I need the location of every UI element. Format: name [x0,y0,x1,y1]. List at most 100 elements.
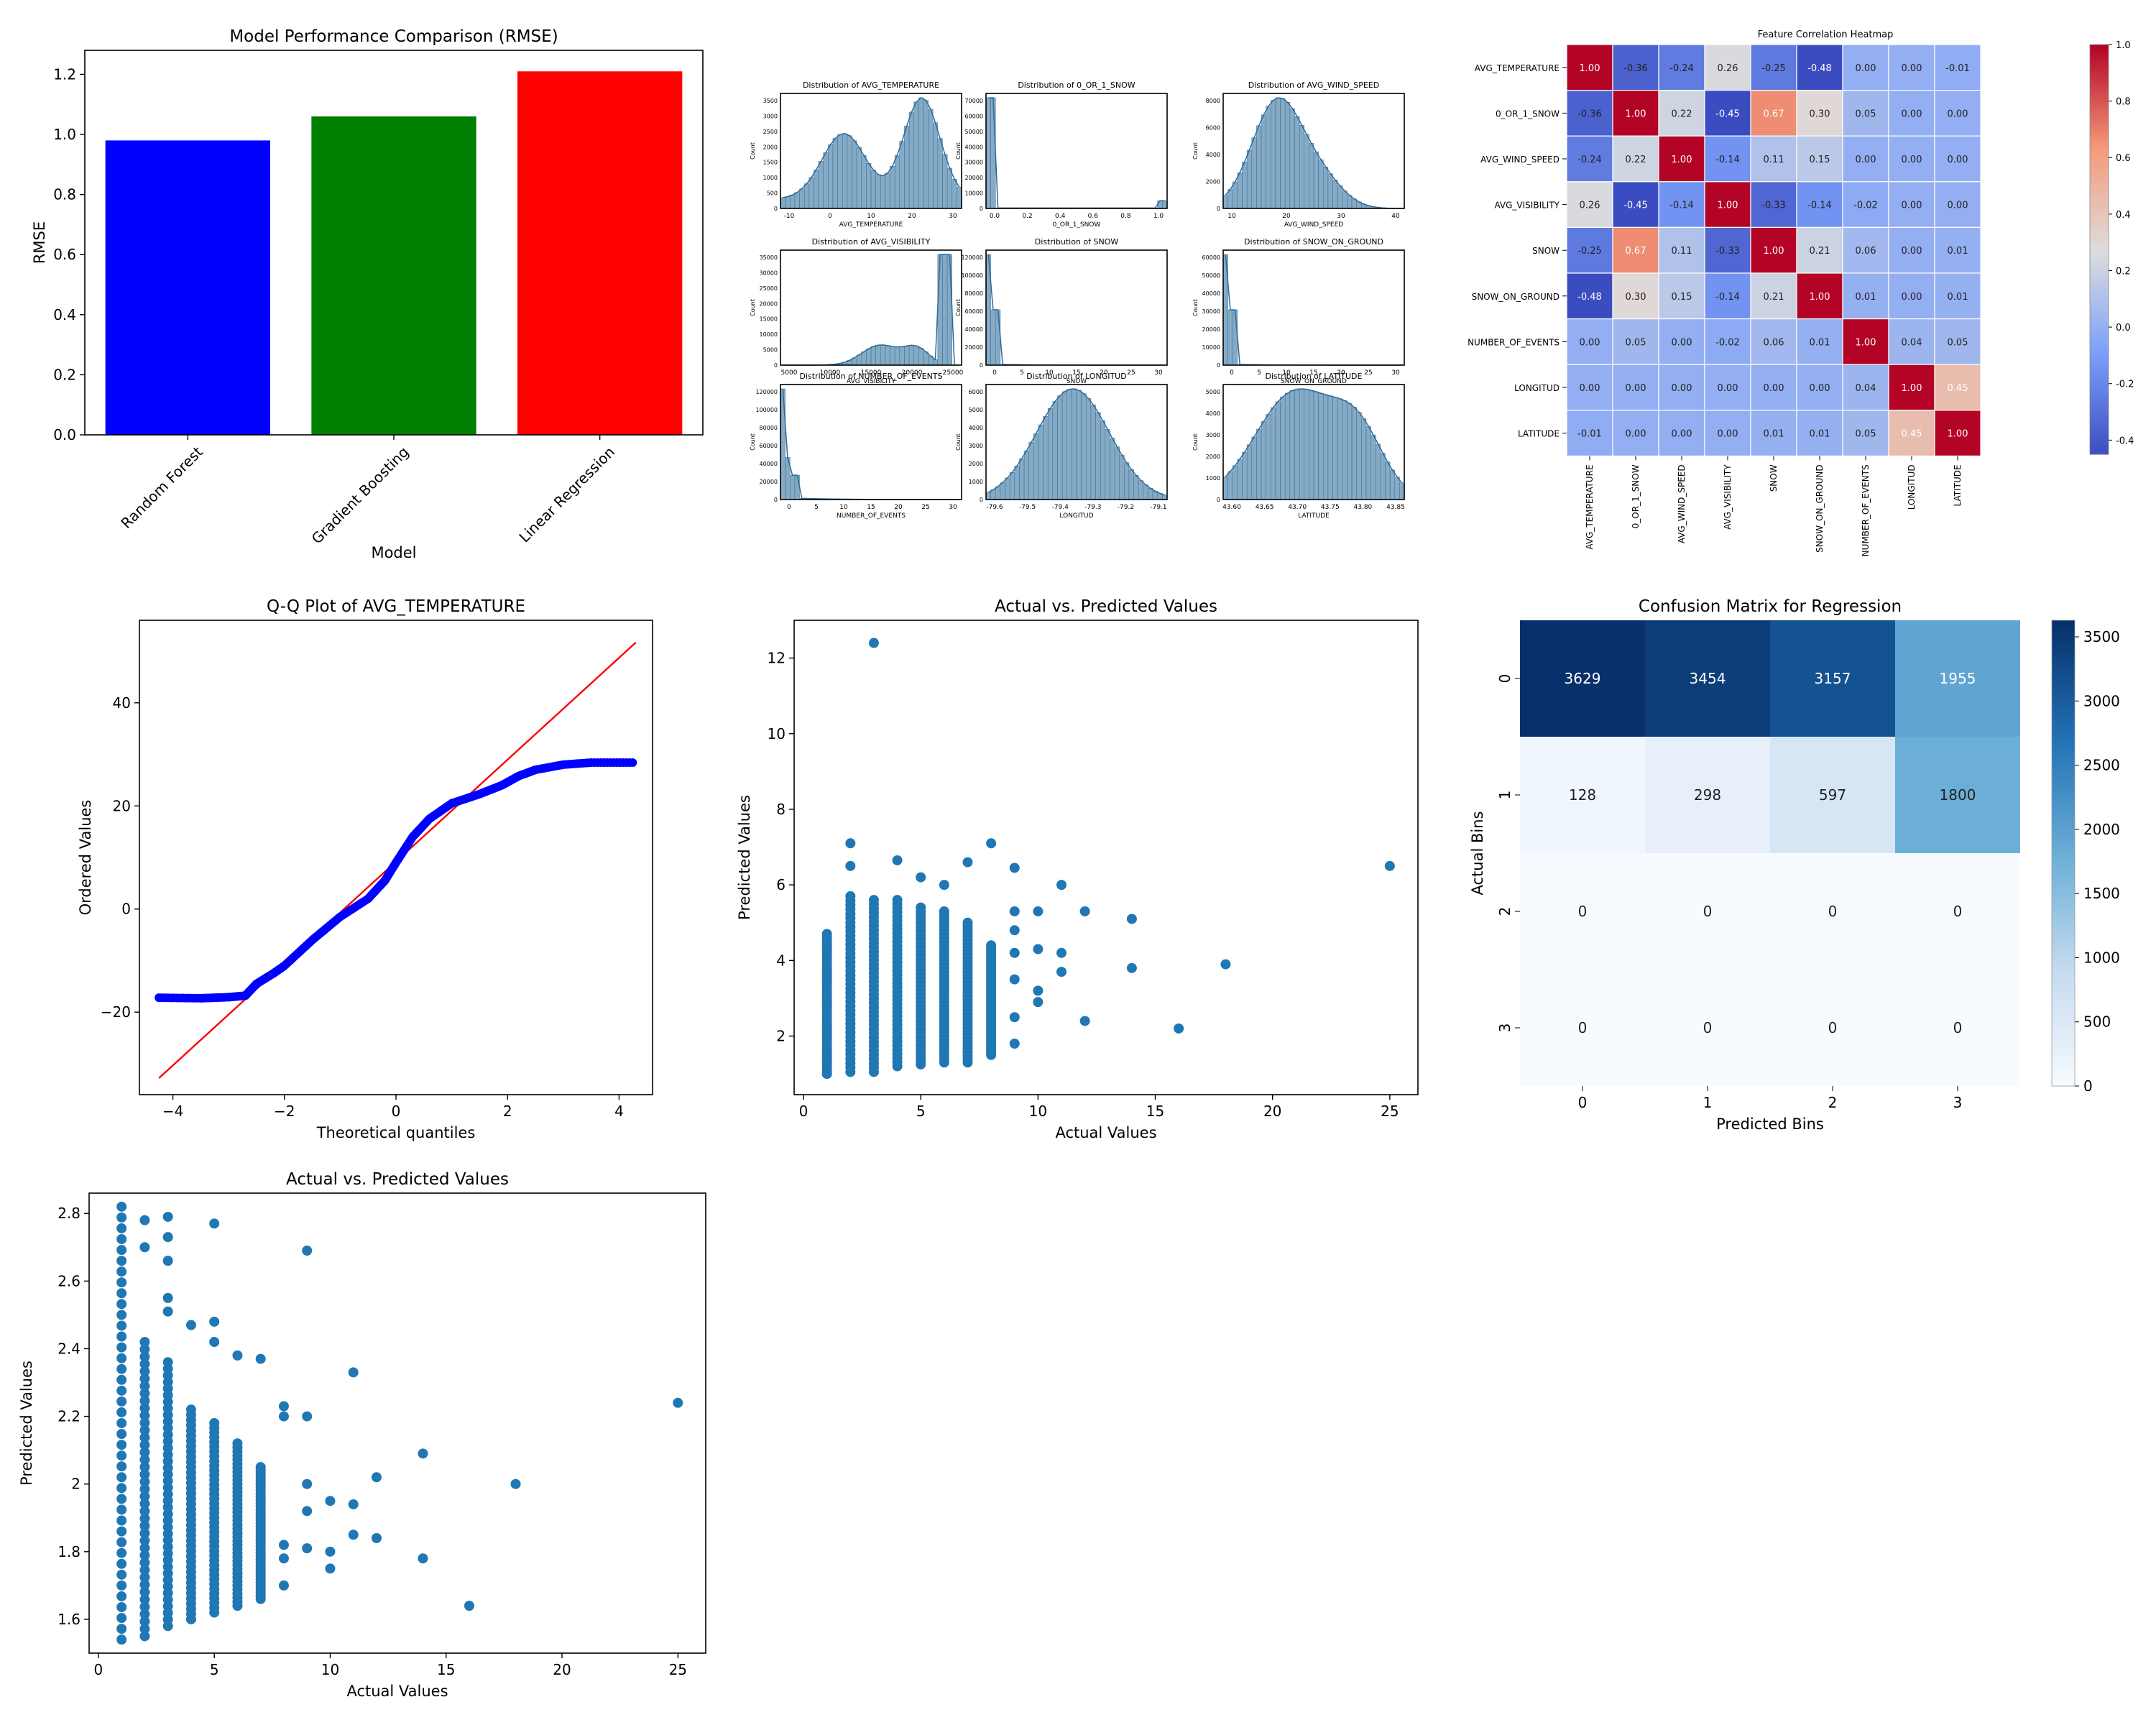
actual-vs-pred-2-point [162,1306,173,1317]
corr-cell [1796,44,1843,91]
hist-xtick-label-7: -79.5 [1019,504,1036,511]
qq-plot-title: Q-Q Plot of AVG_TEMPERATURE [267,597,525,616]
corr-colorbar-label: 0.6 [2116,153,2131,164]
actual-vs-pred-2-ytick-label: 2.8 [57,1205,80,1222]
cm-colorbar-step [2052,655,2075,660]
cm-value-label: 0 [1578,1019,1588,1036]
corr-col-label: LONGITUD [1907,464,1917,510]
cm-colorbar-step [2052,1067,2075,1071]
actual-vs-pred-2-point [139,1624,150,1634]
actual-vs-pred-2-point [116,1374,127,1385]
actual-vs-pred-2-point [162,1232,173,1243]
hist-ytick-label-0: 3000 [763,113,778,119]
hist-bar-8 [1394,477,1400,500]
corr-value-label: 0.26 [1718,63,1738,74]
corr-colorbar-step [2090,82,2109,86]
hist-frame-4 [985,249,1168,366]
corr-value-label: 0.00 [1580,383,1600,394]
hist-xtick-label-4: 5 [1020,369,1024,377]
actual-vs-pred-1-point [845,860,856,871]
corr-colorbar-step [2090,290,2109,295]
cm-colorbar-step [2052,1051,2075,1056]
cm-colorbar-step [2052,1004,2075,1009]
hist-bar-7 [1009,472,1015,500]
hist-bar-0 [818,161,824,209]
hist-xtick-label-8: 43.80 [1354,504,1373,511]
corr-cell [1704,272,1751,320]
corr-colorbar-label: -0.2 [2116,380,2134,390]
actual-vs-pred-2-point [139,1215,150,1225]
hist-bar-8 [1275,401,1281,500]
corr-cell [1704,318,1751,365]
cm-colorbar-step [2052,818,2075,823]
corr-colorbar-step [2090,123,2109,127]
corr-value-label: 1.00 [1718,201,1738,211]
corr-colorbar-step [2090,61,2109,66]
hist-ytick-label-1: 70000 [965,98,983,104]
cm-colorbar-step [2052,709,2075,714]
hist-xtick-label-2: 40 [1391,213,1400,220]
qq-plot-xtick-label: −4 [162,1103,183,1120]
hist-kde-1 [988,97,1165,209]
corr-colorbar-step [2090,365,2109,369]
hist-bar-2 [1332,180,1338,209]
hist-bar-0 [803,183,810,209]
cm-colorbar-step [2052,1024,2075,1029]
hist-ytick-label-8: 1000 [1206,475,1220,482]
cm-colorbar-step [2052,892,2075,896]
hist-bar-7 [985,492,991,500]
corr-colorbar-step [2090,154,2109,158]
actual-vs-pred-2-point [116,1277,127,1288]
actual-vs-pred-1-axes-frame [793,620,1419,1095]
cm-colorbar-step [2052,737,2075,741]
cm-colorbar-step [2052,899,2075,904]
hist-bar-0 [928,109,934,209]
hist-bar-2 [1251,137,1257,209]
corr-colorbar-step [2090,348,2109,353]
corr-colorbar-step [2090,400,2109,404]
cm-colorbar-step [2052,923,2075,928]
hist-bar-2 [1347,195,1353,209]
corr-colorbar-step [2090,133,2109,137]
cm-cell [1520,620,1645,737]
corr-value-label: -0.14 [1807,201,1832,211]
cm-cell [1520,737,1645,853]
actual-vs-pred-2-point [139,1454,150,1465]
actual-vs-pred-2-ytick-label: 2 [71,1476,80,1493]
actual-vs-pred-2-point [116,1461,127,1472]
cm-colorbar-step [2052,973,2075,978]
corr-value-label: 0.00 [1718,429,1738,440]
hist-xtick-label-5: 30 [1391,369,1400,377]
corr-cell [1612,89,1659,137]
cm-colorbar-step [2052,849,2075,854]
hist-xtick-label-1: 0.8 [1120,213,1131,220]
corr-value-label: 1.00 [1810,292,1830,303]
hist-bar-8 [1237,459,1243,500]
corr-value-label: 0.21 [1764,292,1784,303]
hist-xtick-label-0: -10 [784,213,795,220]
corr-colorbar-step [2090,205,2109,209]
cm-colorbar-step [2052,682,2075,687]
corr-colorbar-step [2090,68,2109,73]
hist-bar-2 [1323,166,1329,209]
actual-vs-pred-2-point [139,1366,150,1376]
corr-cell [1612,272,1659,320]
cm-cell [1520,970,1645,1086]
corr-cell [1658,272,1705,320]
corr-row-label: LONGITUD [1514,383,1560,393]
actual-vs-pred-2-point [162,1211,173,1222]
actual-vs-pred-1-point [1009,1012,1020,1023]
hist-bar-0 [894,155,900,209]
corr-value-label: -0.24 [1669,63,1694,74]
actual-vs-pred-1-point [1384,860,1395,871]
corr-value-label: -0.33 [1715,246,1740,257]
hist-bar-2 [1313,151,1319,209]
hist-bar-3 [894,346,900,366]
actual-vs-pred-2-point [139,1491,150,1501]
corr-value-label: 0.00 [1902,246,1922,257]
cm-colorbar-step [2052,907,2075,912]
cm-value-label: 0 [1953,903,1963,920]
corr-colorbar-label: 0.2 [2116,266,2131,277]
actual-vs-pred-1-xlabel: Actual Values [1055,1124,1156,1141]
actual-vs-pred-2-point [116,1483,127,1494]
